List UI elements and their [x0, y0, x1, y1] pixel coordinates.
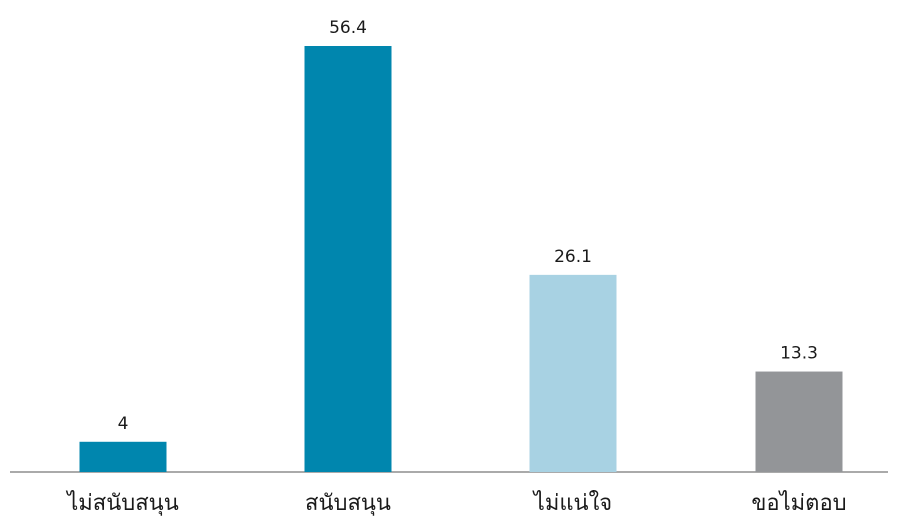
data-label-0: 4 [118, 414, 129, 434]
category-label-1: สนับสนุน [305, 491, 391, 516]
bar-3 [755, 371, 843, 472]
bar-1 [304, 46, 392, 472]
data-label-2: 26.1 [554, 247, 592, 267]
bar-0 [79, 441, 167, 472]
data-label-3: 13.3 [780, 344, 818, 364]
category-label-0: ไม่สนับสนุน [65, 490, 179, 516]
category-label-3: ขอไม่ตอบ [751, 490, 846, 516]
category-label-2: ไม่แน่ใจ [532, 490, 612, 516]
data-label-1: 56.4 [329, 18, 367, 38]
bar-2 [529, 274, 617, 472]
